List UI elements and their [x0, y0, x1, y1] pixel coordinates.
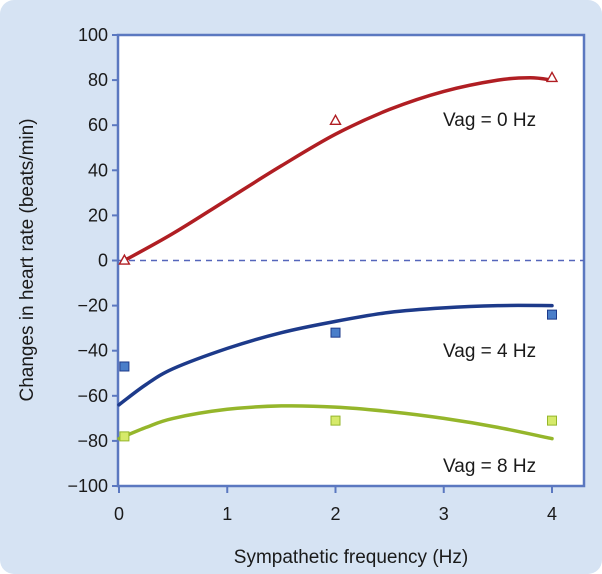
x-axis-ticks: 0 1 2 3 4 [114, 486, 557, 524]
y-tick-label: −100 [67, 476, 108, 496]
series-labels: Vag = 0 Hz Vag = 4 Hz Vag = 8 Hz [443, 110, 536, 477]
data-point-vag-4-hz [547, 309, 557, 320]
x-axis-title: Sympathetic frequency (Hz) [234, 547, 468, 568]
y-tick-label: 20 [88, 205, 108, 225]
fit-curve-vag-4-hz [117, 303, 554, 407]
series-label-vag-0-hz: Vag = 0 Hz [443, 110, 536, 131]
x-tick-label: 2 [330, 504, 340, 524]
x-tick-label: 0 [114, 504, 124, 524]
data-point-vag-8-hz [547, 415, 557, 426]
y-tick-label: 0 [98, 251, 108, 271]
y-tick-label: −40 [77, 341, 108, 361]
series-label-vag-8-hz: Vag = 8 Hz [443, 456, 536, 477]
data-point-vag-0-hz [118, 253, 131, 265]
y-tick-label: 60 [88, 115, 108, 135]
data-markers [118, 71, 559, 442]
y-tick-label: 80 [88, 70, 108, 90]
y-tick-label: −20 [77, 296, 108, 316]
y-tick-label: −60 [77, 386, 108, 406]
data-point-vag-0-hz [329, 113, 342, 125]
data-point-vag-8-hz [119, 431, 130, 442]
fit-curves [117, 76, 554, 441]
series-label-vag-4-hz: Vag = 4 Hz [443, 341, 536, 362]
y-axis-ticks: 100 80 60 40 20 0 −20 −40 −60 −80 −100 [67, 25, 118, 496]
data-point-vag-0-hz [545, 71, 559, 83]
x-tick-label: 4 [547, 504, 557, 524]
y-tick-label: 40 [88, 160, 108, 180]
data-point-vag-4-hz [330, 327, 341, 338]
y-tick-label: −80 [77, 431, 108, 451]
x-tick-label: 3 [439, 504, 449, 524]
data-point-vag-8-hz [330, 415, 341, 426]
y-tick-label: 100 [78, 25, 108, 45]
data-point-vag-4-hz [119, 361, 130, 372]
fit-curve-vag-0-hz [122, 76, 554, 263]
x-tick-label: 1 [222, 504, 232, 524]
fit-curve-vag-8-hz [117, 404, 554, 441]
y-axis-title: Changes in heart rate (beats/min) [17, 118, 38, 401]
